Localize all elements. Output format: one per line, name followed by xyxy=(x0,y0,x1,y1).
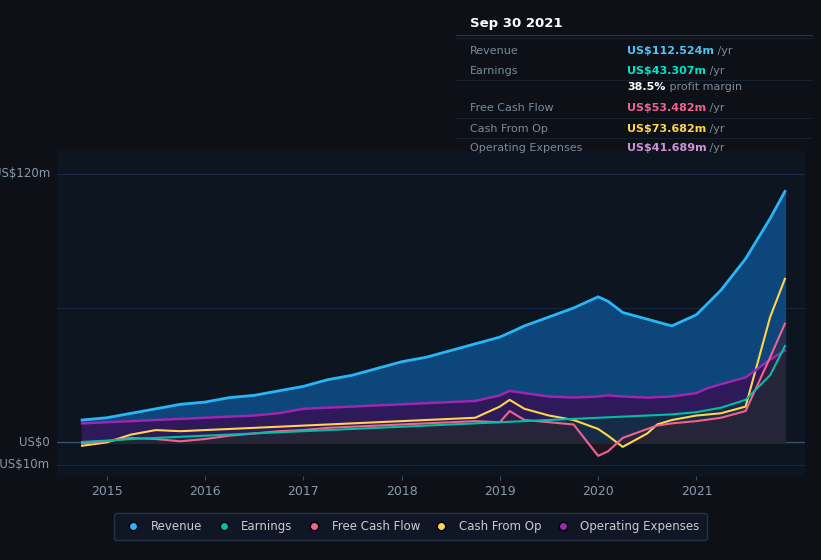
Text: US$120m: US$120m xyxy=(0,167,50,180)
Text: /yr: /yr xyxy=(706,143,724,153)
Text: -US$10m: -US$10m xyxy=(0,458,50,472)
Legend: Revenue, Earnings, Free Cash Flow, Cash From Op, Operating Expenses: Revenue, Earnings, Free Cash Flow, Cash … xyxy=(114,513,707,540)
Text: /yr: /yr xyxy=(706,66,724,76)
Text: /yr: /yr xyxy=(706,124,724,134)
Text: Cash From Op: Cash From Op xyxy=(470,124,548,134)
Text: US$0: US$0 xyxy=(19,436,50,449)
Text: US$112.524m: US$112.524m xyxy=(627,46,714,57)
Text: Revenue: Revenue xyxy=(470,46,519,57)
Text: US$43.307m: US$43.307m xyxy=(627,66,706,76)
Text: US$73.682m: US$73.682m xyxy=(627,124,706,134)
Text: profit margin: profit margin xyxy=(667,82,742,92)
Text: 38.5%: 38.5% xyxy=(627,82,666,92)
Text: /yr: /yr xyxy=(706,103,724,113)
Text: US$41.689m: US$41.689m xyxy=(627,143,707,153)
Text: Sep 30 2021: Sep 30 2021 xyxy=(470,17,562,30)
Text: /yr: /yr xyxy=(713,46,732,57)
Text: Earnings: Earnings xyxy=(470,66,518,76)
Text: Free Cash Flow: Free Cash Flow xyxy=(470,103,553,113)
Text: US$53.482m: US$53.482m xyxy=(627,103,706,113)
Text: Operating Expenses: Operating Expenses xyxy=(470,143,582,153)
